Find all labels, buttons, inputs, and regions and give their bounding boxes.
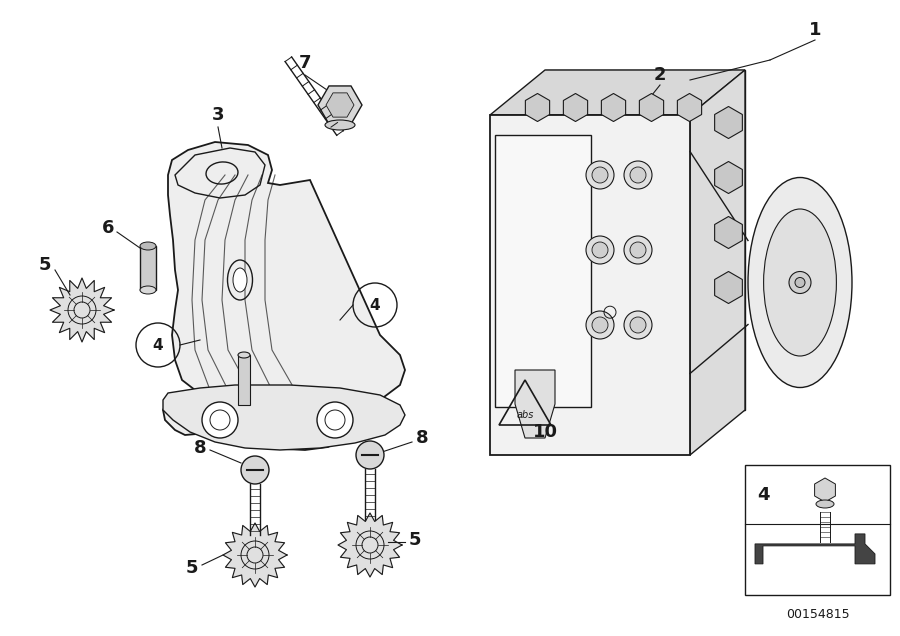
Bar <box>238 355 250 405</box>
Polygon shape <box>163 385 405 450</box>
Polygon shape <box>755 534 875 564</box>
Polygon shape <box>223 523 287 587</box>
Circle shape <box>317 402 353 438</box>
Circle shape <box>624 161 652 189</box>
Text: 4: 4 <box>370 298 381 312</box>
Circle shape <box>202 402 238 438</box>
Text: 8: 8 <box>194 439 206 457</box>
Text: 10: 10 <box>533 423 557 441</box>
Ellipse shape <box>233 268 247 292</box>
Text: 3: 3 <box>212 106 224 124</box>
Text: 5: 5 <box>409 531 421 549</box>
Ellipse shape <box>140 286 156 294</box>
Polygon shape <box>163 142 405 450</box>
Circle shape <box>630 317 646 333</box>
Polygon shape <box>515 370 555 438</box>
Polygon shape <box>338 513 402 577</box>
Circle shape <box>624 311 652 339</box>
Circle shape <box>592 317 608 333</box>
Circle shape <box>630 167 646 183</box>
Circle shape <box>624 236 652 264</box>
Ellipse shape <box>748 177 852 387</box>
Text: 6: 6 <box>102 219 114 237</box>
Text: 4: 4 <box>153 338 163 352</box>
Text: 5: 5 <box>39 256 51 274</box>
Bar <box>495 135 591 407</box>
Text: 4: 4 <box>757 486 770 504</box>
Text: 8: 8 <box>416 429 428 447</box>
Circle shape <box>630 242 646 258</box>
Text: abs: abs <box>517 410 534 420</box>
Ellipse shape <box>140 242 156 250</box>
Circle shape <box>586 236 614 264</box>
Polygon shape <box>490 70 745 115</box>
Bar <box>745 465 890 595</box>
Ellipse shape <box>795 277 805 287</box>
Circle shape <box>592 242 608 258</box>
Bar <box>490 115 690 455</box>
Circle shape <box>586 311 614 339</box>
Circle shape <box>592 167 608 183</box>
Polygon shape <box>175 148 265 198</box>
Polygon shape <box>545 70 745 410</box>
Ellipse shape <box>789 272 811 293</box>
Polygon shape <box>690 70 745 455</box>
Text: 5: 5 <box>185 559 198 577</box>
Ellipse shape <box>816 500 834 508</box>
Text: 00154815: 00154815 <box>786 609 850 621</box>
Text: 2: 2 <box>653 66 666 84</box>
Circle shape <box>586 161 614 189</box>
Circle shape <box>356 441 384 469</box>
Text: 7: 7 <box>299 54 311 72</box>
Ellipse shape <box>325 120 355 130</box>
Ellipse shape <box>763 209 836 356</box>
Text: 1: 1 <box>809 21 821 39</box>
Circle shape <box>241 456 269 484</box>
Polygon shape <box>50 278 114 342</box>
Ellipse shape <box>238 352 250 358</box>
Bar <box>140 246 156 290</box>
